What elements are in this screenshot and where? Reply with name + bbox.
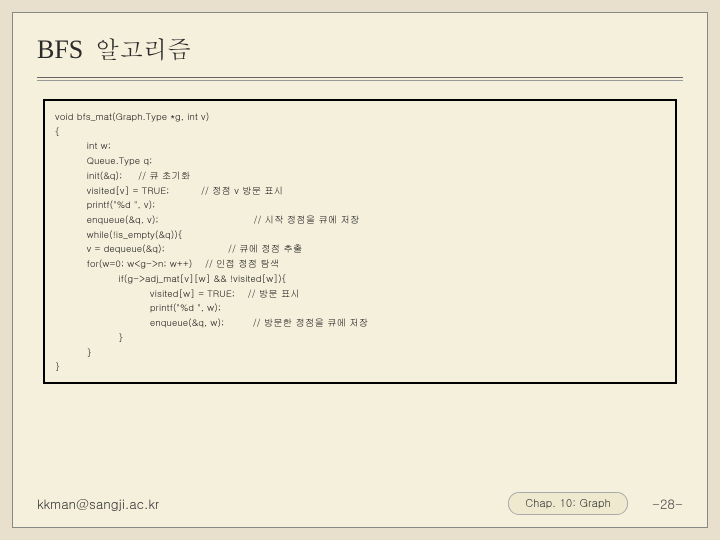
title-rule-2 <box>37 80 683 81</box>
slide-page: BFS 알고리즘 void bfs_mat(Graph.Type *g, int… <box>12 12 708 528</box>
title-en: BFS <box>37 35 83 65</box>
footer-chapter: Chap. 10: Graph <box>508 492 628 515</box>
code-text: void bfs_mat(Graph.Type *g, int v) { int… <box>55 109 665 374</box>
slide-title: BFS 알고리즘 <box>37 31 683 65</box>
title-rule-1 <box>37 77 683 78</box>
footer-page: -28- <box>652 494 683 513</box>
slide-footer: kkman@sangji.ac.kr Chap. 10: Graph -28- <box>37 492 683 515</box>
title-kr: 알고리즘 <box>95 31 191 65</box>
code-block: void bfs_mat(Graph.Type *g, int v) { int… <box>43 99 677 384</box>
footer-email: kkman@sangji.ac.kr <box>37 494 159 513</box>
